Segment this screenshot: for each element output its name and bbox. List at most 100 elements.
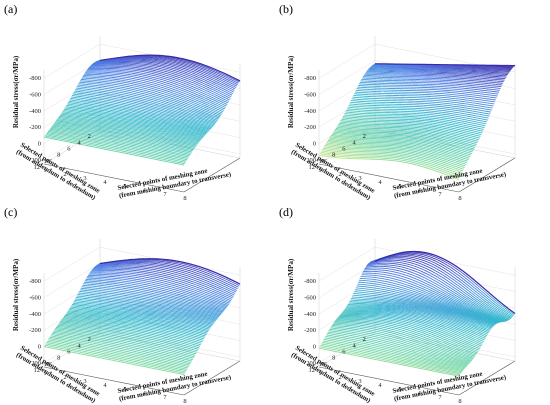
surface-line bbox=[188, 78, 193, 81]
surface-line bbox=[165, 137, 169, 140]
z-tick-label: -400 bbox=[304, 108, 316, 115]
surface-line bbox=[144, 138, 149, 141]
surface-edge bbox=[99, 54, 241, 82]
surface-line bbox=[56, 129, 61, 132]
surface-line bbox=[126, 148, 131, 150]
surface-line bbox=[140, 132, 145, 135]
surface-line bbox=[216, 81, 221, 84]
surface-line bbox=[113, 126, 118, 128]
surface-line bbox=[130, 92, 134, 94]
surface-line bbox=[168, 109, 173, 112]
surface-line bbox=[220, 74, 225, 77]
surface-line bbox=[199, 99, 204, 102]
surface-line bbox=[150, 81, 155, 84]
surface-line bbox=[196, 112, 201, 115]
surface-line bbox=[161, 90, 166, 93]
surface-line bbox=[144, 144, 149, 146]
surface-line bbox=[450, 140, 455, 143]
surface-line bbox=[106, 107, 111, 110]
surface-line bbox=[200, 87, 205, 91]
surface-line bbox=[163, 70, 168, 73]
surface-line bbox=[105, 126, 110, 128]
surface-line bbox=[436, 129, 441, 132]
surface-line bbox=[145, 137, 149, 139]
chart-svg-a: -800-600-400-20002001234567824681012Resi… bbox=[12, 36, 241, 202]
surface-line bbox=[159, 88, 164, 91]
surface-line bbox=[149, 75, 154, 78]
surface-line bbox=[214, 102, 219, 105]
surface-line bbox=[110, 100, 115, 103]
surface-line bbox=[43, 136, 48, 139]
surface-line bbox=[464, 135, 469, 138]
surface-line bbox=[195, 119, 200, 122]
surface-line bbox=[155, 64, 160, 66]
surface-line bbox=[174, 130, 179, 133]
surface-line bbox=[114, 137, 118, 139]
surface-line bbox=[93, 104, 97, 106]
surface-line bbox=[50, 127, 54, 130]
surface-line bbox=[85, 138, 90, 141]
surface-line bbox=[173, 156, 177, 158]
surface-line bbox=[132, 109, 137, 112]
surface-line bbox=[122, 83, 127, 85]
surface-line bbox=[203, 81, 208, 84]
surface-line bbox=[122, 124, 127, 126]
surface-line bbox=[166, 59, 171, 61]
surface-line bbox=[87, 107, 91, 110]
surface-line bbox=[145, 149, 150, 151]
surface-line bbox=[101, 126, 106, 129]
surface-line bbox=[219, 75, 224, 79]
surface-line bbox=[472, 128, 477, 131]
surface-line bbox=[190, 81, 195, 84]
surface-line bbox=[132, 103, 136, 105]
surface-line bbox=[126, 124, 131, 127]
surface-line bbox=[183, 112, 188, 115]
surface-line bbox=[195, 89, 200, 92]
surface-line bbox=[467, 138, 472, 140]
surface-line bbox=[437, 135, 441, 138]
surface-line bbox=[193, 142, 198, 145]
surface-line bbox=[473, 134, 478, 136]
surface-line bbox=[170, 97, 175, 100]
surface-line bbox=[468, 119, 473, 122]
surface-line bbox=[207, 108, 212, 111]
surface-line bbox=[126, 142, 131, 144]
surface-line bbox=[232, 78, 236, 81]
surface-line bbox=[142, 142, 146, 144]
surface-line bbox=[71, 126, 75, 128]
surface-line bbox=[147, 86, 152, 89]
surface-line bbox=[157, 113, 162, 116]
surface-line bbox=[201, 103, 206, 107]
surface-line bbox=[488, 109, 492, 111]
surface-line bbox=[125, 78, 129, 81]
surface-line bbox=[54, 122, 58, 124]
surface-line bbox=[182, 98, 187, 101]
surface-line bbox=[431, 125, 436, 128]
surface-line bbox=[198, 66, 203, 70]
surface-line bbox=[185, 137, 190, 139]
surface-line bbox=[165, 74, 170, 77]
surface-line bbox=[105, 109, 110, 111]
surface-line bbox=[452, 113, 457, 115]
surface-line bbox=[122, 92, 126, 94]
surface-line bbox=[228, 83, 233, 87]
surface-line bbox=[194, 100, 199, 104]
surface-line bbox=[133, 120, 137, 123]
surface-line bbox=[436, 131, 440, 133]
surface-line bbox=[150, 97, 155, 99]
surface-line bbox=[127, 82, 131, 84]
surface-line bbox=[165, 156, 169, 158]
surface-line bbox=[134, 142, 138, 144]
surface-line bbox=[136, 145, 140, 148]
surface-line bbox=[450, 118, 454, 121]
surface-line bbox=[121, 131, 126, 134]
surface-line bbox=[160, 121, 165, 124]
surface-line bbox=[478, 105, 483, 107]
surface-line bbox=[440, 122, 445, 124]
surface-line bbox=[189, 132, 194, 135]
surface-line bbox=[149, 156, 154, 158]
surface-line bbox=[113, 108, 118, 111]
surface-line bbox=[148, 94, 153, 97]
surface-line bbox=[169, 161, 174, 164]
surface-line bbox=[151, 78, 156, 81]
